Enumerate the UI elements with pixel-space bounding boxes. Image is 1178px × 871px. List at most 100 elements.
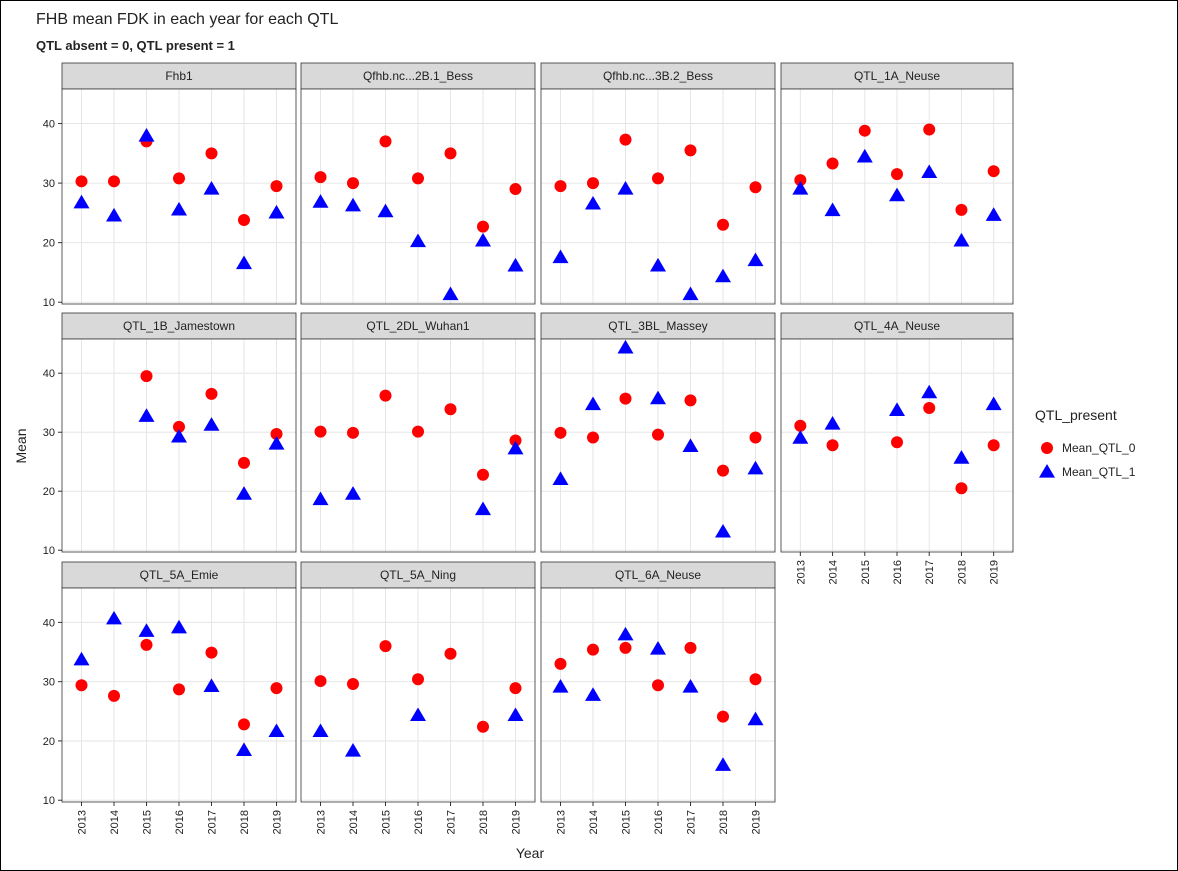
point: [412, 425, 424, 438]
point: [106, 610, 122, 625]
panel-border: [300, 587, 536, 803]
strip-title: QTL_5A_Ning: [380, 568, 456, 582]
y-tick-label: 20: [43, 486, 55, 498]
point: [619, 392, 632, 405]
point: [891, 436, 903, 449]
x-tick-label: 2014: [828, 560, 840, 584]
point: [138, 623, 155, 637]
point: [650, 390, 666, 405]
point: [205, 387, 218, 400]
x-tick-label: 2017: [446, 810, 458, 834]
point: [552, 249, 569, 264]
point: [617, 181, 634, 195]
y-tick-label: 30: [43, 427, 55, 439]
panel-border: [780, 338, 1014, 553]
strip: [540, 62, 776, 90]
legend-label: Mean_QTL_1: [1062, 465, 1136, 479]
point: [650, 641, 666, 655]
point: [921, 164, 938, 178]
point: [955, 482, 968, 495]
y-tick-label: 10: [43, 545, 55, 557]
x-tick-label: 2013: [316, 810, 328, 834]
point: [889, 187, 905, 202]
point: [652, 172, 664, 185]
point: [477, 220, 489, 233]
point: [410, 707, 426, 722]
point: [554, 657, 567, 670]
point: [268, 204, 285, 219]
x-tick-label: 2018: [478, 810, 490, 834]
strip: [61, 62, 297, 90]
point: [108, 689, 120, 702]
point: [650, 257, 666, 272]
point: [953, 450, 970, 464]
point: [794, 419, 807, 432]
point: [507, 257, 524, 272]
point: [889, 402, 905, 416]
point: [347, 426, 359, 439]
point: [477, 468, 489, 481]
point: [585, 396, 601, 411]
point: [587, 431, 599, 444]
point: [442, 286, 459, 301]
panel-border: [540, 338, 776, 553]
point: [347, 177, 359, 190]
legend-marker: [1041, 442, 1053, 454]
point: [792, 181, 809, 195]
x-tick-label: 2014: [588, 810, 600, 834]
point: [619, 641, 632, 654]
point: [475, 232, 491, 247]
point: [238, 718, 250, 731]
point: [171, 201, 187, 216]
point: [923, 123, 936, 136]
point: [444, 403, 457, 416]
point: [203, 181, 220, 195]
point: [717, 464, 729, 477]
point: [585, 195, 601, 210]
point: [953, 232, 970, 247]
chart-title: FHB mean FDK in each year for each QTL: [36, 11, 338, 28]
point: [171, 428, 187, 443]
point: [987, 439, 1000, 452]
point: [715, 268, 731, 283]
y-axis-label: Mean: [13, 428, 29, 463]
x-tick-label: 2013: [77, 810, 89, 834]
x-tick-label: 2018: [718, 810, 730, 834]
point: [552, 678, 569, 693]
point: [749, 431, 762, 444]
x-tick-label: 2019: [751, 810, 763, 834]
x-tick-label: 2016: [892, 560, 904, 584]
x-tick-label: 2014: [109, 810, 121, 834]
strip-title: QTL_4A_Neuse: [854, 319, 940, 333]
point: [475, 501, 491, 516]
point: [205, 646, 218, 659]
point: [858, 124, 871, 137]
point: [412, 172, 424, 185]
x-tick-label: 2015: [860, 560, 872, 584]
x-axis-label: Year: [516, 845, 545, 861]
point: [314, 425, 327, 438]
x-tick-label: 2013: [795, 560, 807, 584]
point: [826, 157, 839, 170]
strip-title: Qfhb.nc...2B.1_Bess: [363, 69, 473, 83]
point: [345, 197, 361, 212]
point: [856, 148, 873, 163]
x-tick-label: 2017: [924, 560, 936, 584]
point: [717, 218, 729, 231]
point: [509, 434, 522, 447]
point: [444, 647, 457, 660]
point: [652, 428, 664, 441]
point: [203, 417, 220, 431]
point: [682, 678, 699, 693]
point: [75, 175, 88, 188]
point: [554, 180, 567, 193]
point: [345, 486, 361, 500]
legend-marker: [1039, 464, 1055, 478]
legend-title: QTL_present: [1035, 407, 1117, 423]
point: [312, 194, 329, 208]
point: [236, 742, 252, 757]
y-tick-label: 20: [43, 736, 55, 748]
point: [477, 720, 489, 733]
point: [73, 651, 90, 666]
point: [444, 147, 457, 160]
